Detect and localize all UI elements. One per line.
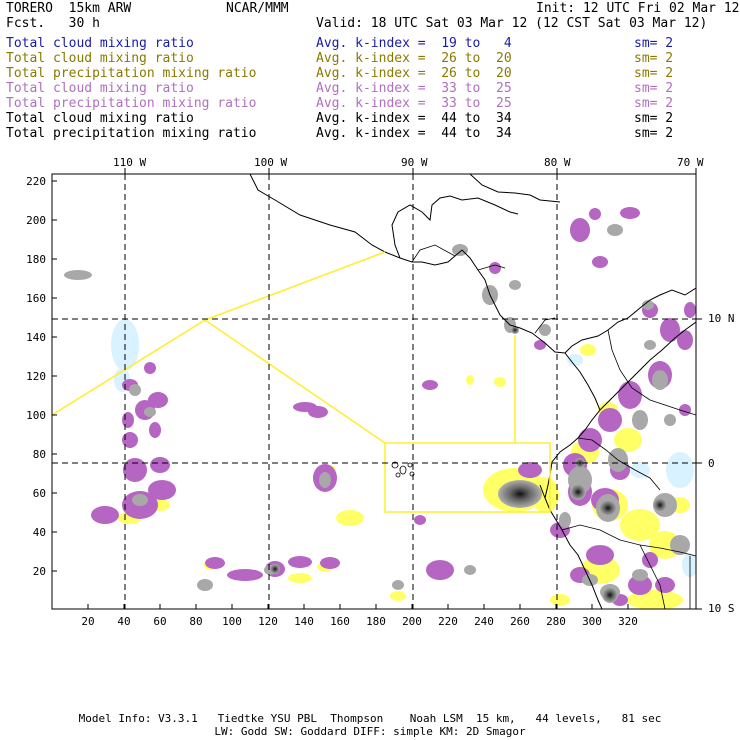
x-label: 200: [402, 615, 422, 628]
model-name: TORERO 15km ARW: [6, 1, 132, 16]
x-label: 140: [294, 615, 314, 628]
precip-low-shading: [118, 344, 690, 609]
y-label: 20: [33, 565, 46, 578]
region-outlines: [52, 251, 551, 513]
y-label: 220: [26, 175, 46, 188]
x-label: 260: [510, 615, 530, 628]
lon-label: 90 W: [401, 156, 428, 169]
galapagos-islands: [391, 461, 415, 478]
legend-sm: sm= 2: [634, 81, 674, 96]
longitude-labels: 110 W 100 W 90 W 80 W 70 W: [113, 156, 704, 169]
legend-field: Total cloud mixing ratio: [6, 36, 194, 51]
y-label: 100: [26, 409, 46, 422]
y-label: 200: [26, 214, 46, 227]
y-label: 120: [26, 370, 46, 383]
cloud-heavy-shading: [64, 224, 690, 600]
legend-field: Total precipitation mixing ratio: [6, 66, 257, 81]
init-time: Init: 12 UTC Fri 02 Mar 12: [536, 1, 740, 16]
legend-field: Total cloud mixing ratio: [6, 111, 194, 126]
x-label: 80: [189, 615, 202, 628]
legend-sm: sm= 2: [634, 126, 674, 141]
legend-field: Total precipitation mixing ratio: [6, 96, 257, 111]
x-label: 220: [438, 615, 458, 628]
lon-label: 110 W: [113, 156, 146, 169]
valid-time: Valid: 18 UTC Sat 03 Mar 12 (12 CST Sat …: [316, 16, 708, 31]
x-label: 40: [117, 615, 130, 628]
x-label: 240: [474, 615, 494, 628]
lon-label: 100 W: [254, 156, 287, 169]
heavy-core-shading: [270, 326, 667, 603]
field-layer: [52, 174, 696, 609]
legend-idx: Avg. k-index = 33 to 25: [316, 96, 512, 111]
graticule: [52, 174, 696, 609]
x-label: 60: [153, 615, 166, 628]
legend-sm: sm= 2: [634, 51, 674, 66]
x-label: 280: [546, 615, 566, 628]
axis-ticks: [52, 168, 702, 610]
lon-label: 80 W: [544, 156, 571, 169]
legend-idx: Avg. k-index = 19 to 4: [316, 36, 512, 51]
legend-row: Total cloud mixing ratio Avg. k-index = 1…: [6, 36, 736, 51]
legend-row: Total cloud mixing ratio Avg. k-index = 2…: [6, 51, 736, 66]
lat-label: 10 S: [708, 602, 735, 615]
x-label: 300: [582, 615, 602, 628]
lat-label: 0: [708, 457, 715, 470]
legend-row: Total precipitation mixing ratio Avg. k-i…: [6, 66, 736, 81]
legend-row: Total cloud mixing ratio Avg. k-index = 4…: [6, 111, 736, 126]
lon-label: 70 W: [677, 156, 704, 169]
x-label: 120: [258, 615, 278, 628]
x-label: 20: [81, 615, 94, 628]
legend-sm: sm= 2: [634, 111, 674, 126]
plot-frame: [51, 173, 697, 610]
legend-idx: Avg. k-index = 44 to 34: [316, 111, 512, 126]
y-label: 80: [33, 448, 46, 461]
org-name: NCAR/MMM: [226, 1, 289, 16]
x-label: 320: [618, 615, 638, 628]
y-label: 60: [33, 487, 46, 500]
legend-sm: sm= 2: [634, 36, 674, 51]
legend-idx: Avg. k-index = 26 to 20: [316, 66, 512, 81]
cloud-moderate-shading: [91, 207, 696, 606]
legend-sm: sm= 2: [634, 96, 674, 111]
x-label: 160: [330, 615, 350, 628]
country-borders: [411, 244, 696, 609]
cloud-light-shading: [111, 319, 696, 577]
legend-idx: Avg. k-index = 33 to 25: [316, 81, 512, 96]
x-axis-labels: 20 40 60 80 100 120 140 160 180 200 220 …: [81, 615, 638, 628]
forecast-hour: Fcst. 30 h: [6, 16, 100, 31]
y-label: 140: [26, 331, 46, 344]
legend-field: Total cloud mixing ratio: [6, 51, 194, 66]
legend-row: Total precipitation mixing ratio Avg. k-i…: [6, 126, 736, 141]
legend-idx: Avg. k-index = 26 to 20: [316, 51, 512, 66]
x-label: 100: [222, 615, 242, 628]
legend-field: Total precipitation mixing ratio: [6, 126, 257, 141]
latitude-labels: 10 N 0 10 S: [708, 312, 735, 615]
lat-label: 10 N: [708, 312, 735, 325]
x-label: 180: [366, 615, 386, 628]
y-label: 160: [26, 292, 46, 305]
legend-sm: sm= 2: [634, 66, 674, 81]
model-physics: LW: Godd SW: Goddard DIFF: simple KM: 2D…: [214, 725, 526, 738]
y-label: 40: [33, 526, 46, 539]
legend-row: Total precipitation mixing ratio Avg. k-i…: [6, 96, 736, 111]
model-info: Model Info: V3.3.1 Tiedtke YSU PBL Thomp…: [78, 712, 662, 725]
legend-field: Total cloud mixing ratio: [6, 81, 194, 96]
y-axis-labels: 220 200 180 160 140 120 100 80 60 40 20: [26, 175, 46, 578]
y-label: 180: [26, 253, 46, 266]
legend-row: Total cloud mixing ratio Avg. k-index = 3…: [6, 81, 736, 96]
legend-idx: Avg. k-index = 44 to 34: [316, 126, 512, 141]
